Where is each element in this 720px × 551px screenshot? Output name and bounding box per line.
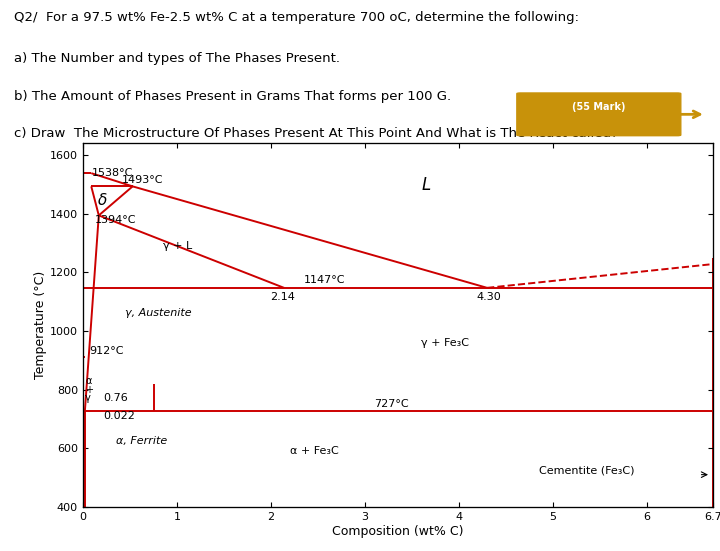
Text: b) The Amount of Phases Present in Grams That forms per 100 G.: b) The Amount of Phases Present in Grams… [14, 90, 451, 102]
Text: 1538°C: 1538°C [92, 168, 134, 178]
Text: (55 Mark): (55 Mark) [572, 102, 626, 112]
Text: Q2/  For a 97.5 wt% Fe-2.5 wt% C at a temperature 700 oC, determine the followin: Q2/ For a 97.5 wt% Fe-2.5 wt% C at a tem… [14, 11, 580, 24]
Text: γ + Fe₃C: γ + Fe₃C [421, 338, 469, 348]
FancyArrowPatch shape [523, 111, 700, 118]
Text: a) The Number and types of The Phases Present.: a) The Number and types of The Phases Pr… [14, 52, 341, 66]
Text: α
+
γ: α + γ [85, 376, 93, 403]
Text: 4.30: 4.30 [477, 292, 501, 302]
Text: 912°C: 912°C [89, 345, 124, 355]
Text: γ, Austenite: γ, Austenite [125, 309, 192, 318]
Text: 0.022: 0.022 [104, 411, 135, 421]
Text: Cementite (Fe₃C): Cementite (Fe₃C) [539, 465, 634, 475]
Text: 1394°C: 1394°C [95, 215, 137, 225]
X-axis label: Composition (wt% C): Composition (wt% C) [332, 525, 464, 538]
Text: L: L [421, 176, 431, 194]
Text: c) Draw  The Microstructure Of Phases Present At This Point And What is The Reac: c) Draw The Microstructure Of Phases Pre… [14, 127, 618, 140]
Text: 0.76: 0.76 [104, 393, 128, 403]
Text: 1493°C: 1493°C [122, 175, 163, 185]
FancyBboxPatch shape [517, 93, 681, 136]
Text: α + Fe₃C: α + Fe₃C [289, 446, 338, 456]
Text: α, Ferrite: α, Ferrite [116, 436, 167, 446]
Text: 2.14: 2.14 [270, 292, 294, 302]
Text: 1147°C: 1147°C [304, 276, 346, 285]
Text: δ: δ [97, 193, 107, 208]
Text: 727°C: 727°C [374, 399, 409, 409]
Y-axis label: Temperature (°C): Temperature (°C) [34, 271, 47, 379]
Text: γ + L: γ + L [163, 241, 192, 251]
